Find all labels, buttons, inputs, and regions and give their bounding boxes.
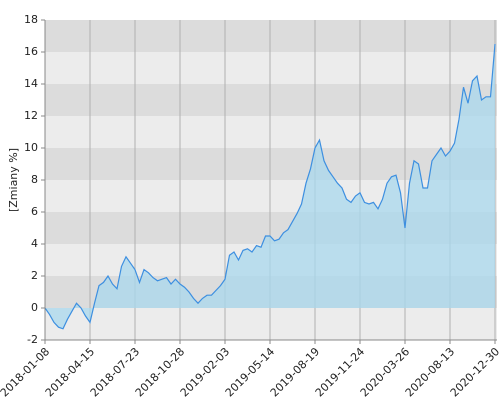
y-axis-label: [Zmiany %] (7, 148, 20, 212)
grid-band (45, 308, 497, 340)
y-tick-label: -2 (27, 333, 38, 346)
grid-band (45, 52, 497, 84)
y-tick-label: 6 (31, 205, 38, 218)
grid-band (45, 20, 497, 52)
y-tick-label: 18 (24, 13, 38, 26)
y-tick-label: 12 (24, 109, 38, 122)
area-fill (45, 44, 495, 329)
grid-band (45, 116, 497, 148)
y-tick-label: 2 (31, 269, 38, 282)
y-tick-label: 0 (31, 301, 38, 314)
grid-band (45, 148, 497, 180)
y-tick-label: 4 (31, 237, 38, 250)
y-tick-label: 10 (24, 141, 38, 154)
line (44, 43, 496, 330)
y-tick-label: 14 (24, 77, 38, 90)
y-tick-label: 8 (31, 173, 38, 186)
grid-band (45, 84, 497, 116)
y-tick-label: 16 (24, 45, 38, 58)
